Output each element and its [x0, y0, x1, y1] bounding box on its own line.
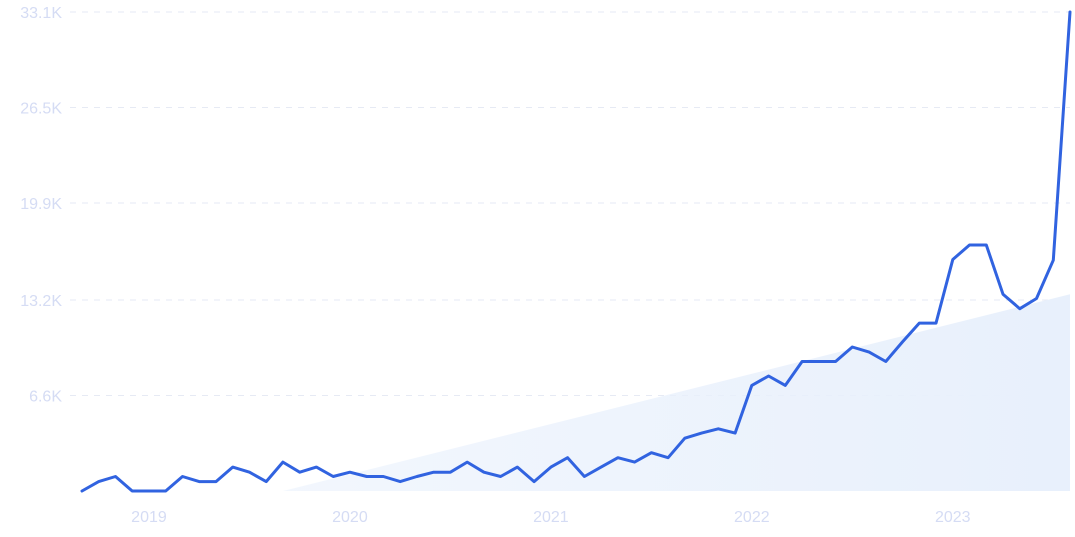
trend-area — [282, 294, 1070, 491]
y-tick-label: 6.6K — [29, 388, 62, 405]
x-tick-label: 2020 — [332, 509, 368, 526]
trend-area-layer — [282, 294, 1070, 491]
x-tick-label: 2023 — [935, 509, 971, 526]
series-line — [80, 10, 1072, 493]
x-tick-label: 2022 — [734, 509, 770, 526]
x-tick-label: 2019 — [131, 509, 167, 526]
y-axis-ticks: 33.1K 26.5K 19.9K 13.2K 6.6K — [20, 5, 62, 405]
series-line-layer — [80, 10, 1072, 493]
x-axis-ticks: 2019 2020 2021 2022 2023 — [131, 509, 970, 526]
y-tick-label: 19.9K — [20, 196, 62, 213]
x-tick-label: 2021 — [533, 509, 569, 526]
y-tick-label: 13.2K — [20, 293, 62, 310]
y-tick-label: 33.1K — [20, 5, 62, 22]
y-tick-label: 26.5K — [20, 101, 62, 118]
